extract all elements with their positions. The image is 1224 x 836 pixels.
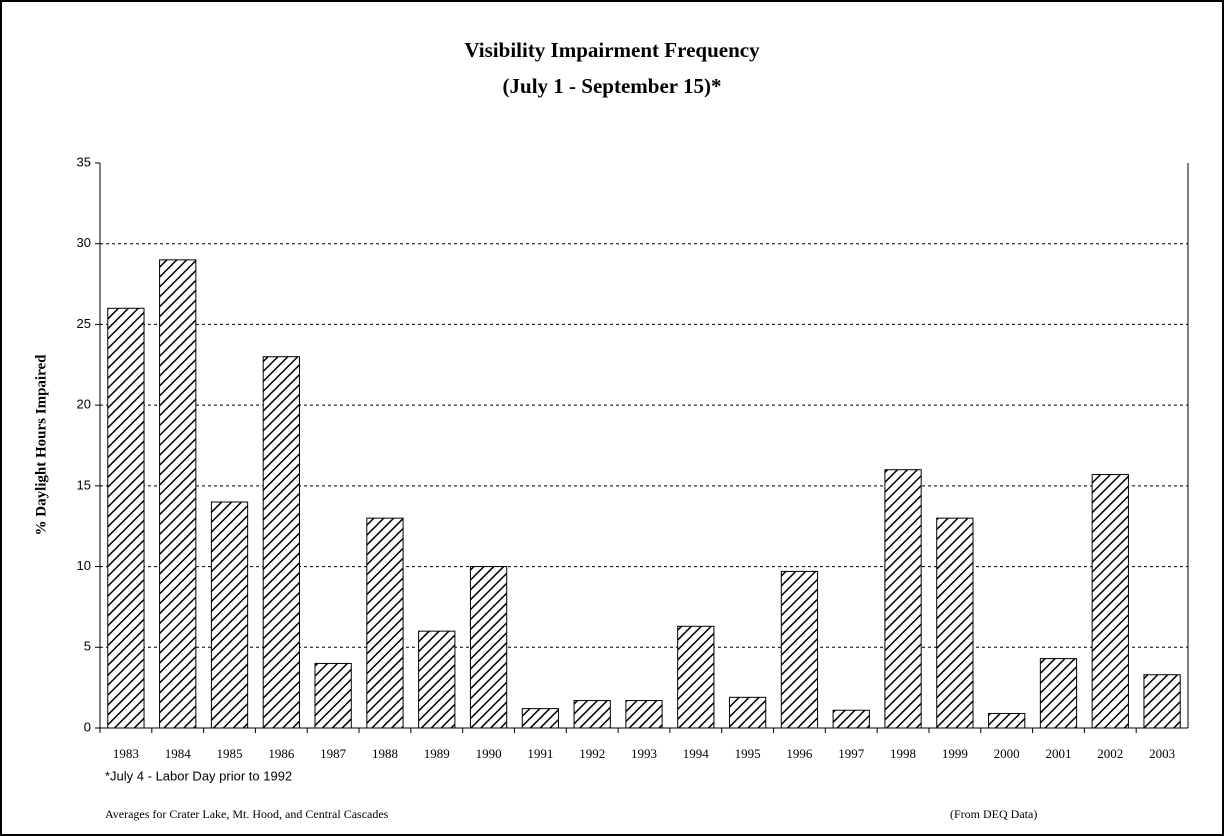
- y-tick-label: 0: [84, 719, 91, 734]
- y-tick-label: 20: [77, 397, 91, 412]
- y-tick-label: 15: [77, 477, 91, 492]
- y-tick-label: 10: [77, 558, 91, 573]
- chart-title: (July 1 - September 15)*: [503, 74, 722, 98]
- x-tick-label: 1986: [268, 746, 295, 761]
- x-tick-label: 1987: [320, 746, 347, 761]
- x-tick-label: 2001: [1045, 746, 1071, 761]
- x-tick-label: 1998: [890, 746, 916, 761]
- bar: [418, 630, 456, 729]
- x-tick-label: 1994: [683, 746, 710, 761]
- bar: [107, 307, 145, 729]
- y-tick-label: 35: [77, 154, 91, 169]
- x-tick-label: 1997: [838, 746, 865, 761]
- bar: [625, 700, 663, 729]
- x-tick-label: 2003: [1149, 746, 1175, 761]
- bar: [884, 469, 922, 729]
- x-tick-label: 1999: [942, 746, 968, 761]
- x-tick-label: 1984: [165, 746, 192, 761]
- x-tick-label: 1983: [113, 746, 139, 761]
- bar: [210, 501, 249, 729]
- x-tick-label: 1989: [424, 746, 450, 761]
- y-tick-label: 30: [77, 235, 91, 250]
- x-tick-label: 1988: [372, 746, 398, 761]
- x-tick-label: 1996: [786, 746, 813, 761]
- bar: [1143, 674, 1181, 729]
- footnote: *July 4 - Labor Day prior to 1992: [105, 768, 292, 783]
- bar: [521, 708, 560, 729]
- source-note: Averages for Crater Lake, Mt. Hood, and …: [105, 807, 389, 821]
- bar: [262, 356, 300, 729]
- bar: [1091, 474, 1129, 729]
- bar: [159, 259, 197, 729]
- bar: [573, 700, 611, 729]
- bar: [832, 709, 870, 729]
- y-tick-label: 5: [84, 639, 91, 654]
- source-note: (From DEQ Data): [950, 807, 1037, 821]
- y-tick-label: 25: [77, 316, 91, 331]
- bar: [1039, 658, 1078, 729]
- x-tick-label: 2002: [1097, 746, 1123, 761]
- bar: [988, 712, 1026, 729]
- x-tick-label: 1990: [476, 746, 502, 761]
- bar: [366, 517, 404, 729]
- bar: [469, 566, 508, 729]
- x-tick-label: 1991: [527, 746, 553, 761]
- bar: [728, 696, 767, 729]
- x-tick-label: 2000: [994, 746, 1020, 761]
- x-tick-label: 1995: [735, 746, 761, 761]
- x-tick-label: 1993: [631, 746, 657, 761]
- bar: [314, 662, 352, 729]
- x-tick-label: 1992: [579, 746, 605, 761]
- bar: [936, 517, 974, 729]
- x-tick-label: 1985: [217, 746, 243, 761]
- chart-title: Visibility Impairment Frequency: [464, 38, 760, 62]
- bar: [780, 570, 819, 729]
- y-axis-label: % Daylight Hours Impaired: [33, 354, 49, 536]
- bar: [677, 625, 715, 729]
